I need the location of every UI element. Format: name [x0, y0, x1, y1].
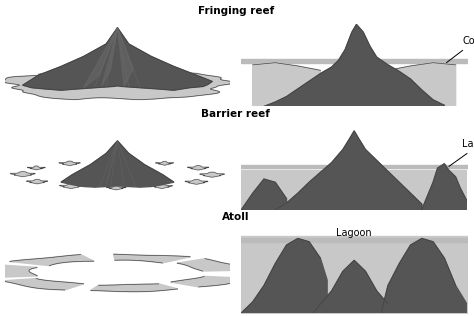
Polygon shape: [27, 179, 48, 184]
Polygon shape: [23, 28, 212, 90]
Polygon shape: [422, 164, 467, 210]
Polygon shape: [103, 159, 126, 164]
Polygon shape: [106, 186, 126, 190]
Polygon shape: [3, 66, 235, 100]
Polygon shape: [253, 63, 320, 106]
Polygon shape: [59, 161, 80, 166]
Polygon shape: [241, 170, 467, 210]
Polygon shape: [314, 260, 395, 313]
Text: Atoll: Atoll: [222, 212, 250, 222]
Polygon shape: [200, 172, 224, 177]
Polygon shape: [0, 265, 37, 278]
Polygon shape: [118, 28, 133, 87]
Polygon shape: [83, 28, 118, 88]
Polygon shape: [388, 63, 456, 106]
Polygon shape: [27, 166, 46, 170]
Polygon shape: [171, 276, 240, 287]
Polygon shape: [177, 259, 250, 271]
Polygon shape: [185, 179, 208, 184]
Polygon shape: [114, 254, 190, 263]
Polygon shape: [91, 284, 178, 292]
Polygon shape: [59, 184, 82, 188]
Text: Barrier reef: Barrier reef: [201, 109, 270, 119]
Polygon shape: [2, 278, 83, 290]
Text: Fringing reef: Fringing reef: [198, 6, 274, 16]
Polygon shape: [275, 131, 422, 210]
Polygon shape: [264, 24, 444, 106]
Polygon shape: [10, 255, 94, 266]
Text: Lagoon: Lagoon: [449, 139, 474, 167]
Polygon shape: [155, 161, 173, 165]
Polygon shape: [241, 239, 327, 313]
Polygon shape: [102, 28, 118, 87]
Polygon shape: [10, 172, 35, 177]
Polygon shape: [61, 141, 174, 187]
Polygon shape: [187, 166, 209, 170]
Text: Lagoon: Lagoon: [337, 228, 372, 238]
Text: Coral: Coral: [447, 36, 474, 63]
Polygon shape: [381, 239, 467, 313]
Polygon shape: [151, 184, 173, 188]
Polygon shape: [241, 179, 287, 210]
Polygon shape: [106, 141, 118, 185]
